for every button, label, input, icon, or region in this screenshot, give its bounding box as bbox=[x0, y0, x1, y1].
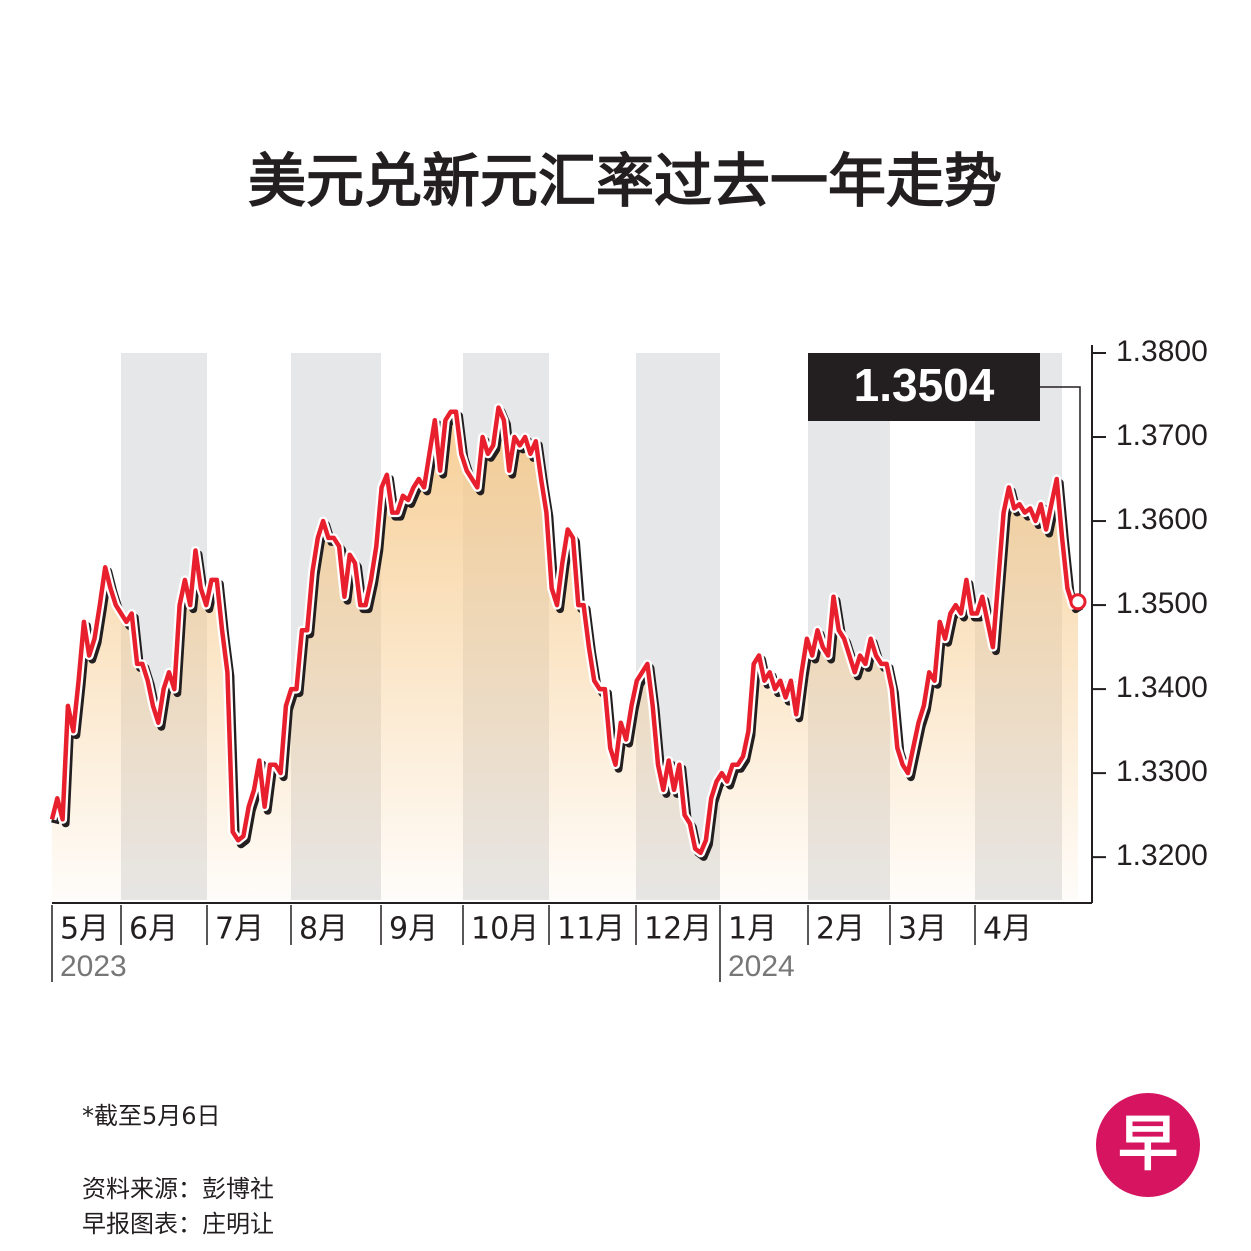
note: *截至5月6日 bbox=[82, 1102, 221, 1130]
x-tick-label: 7月 bbox=[215, 912, 264, 947]
area bbox=[52, 407, 1078, 900]
x-tick-label: 8月 bbox=[299, 912, 348, 947]
line bbox=[49, 405, 1080, 856]
y-tick-label: 1.3700 bbox=[1116, 419, 1208, 452]
x-tick-label: 12月 bbox=[644, 912, 712, 947]
logo: 早 bbox=[1118, 1110, 1178, 1180]
note: 资料来源：彭博社 bbox=[82, 1175, 274, 1203]
x-tick-label: 4月 bbox=[983, 912, 1032, 947]
x-tick-label: 11月 bbox=[557, 912, 625, 947]
annotation-label: 1.3504 bbox=[854, 359, 995, 411]
y-tick-label: 1.3600 bbox=[1116, 503, 1208, 536]
chart-title: 美元兑新元汇率过去一年走势 bbox=[248, 147, 1002, 215]
y-tick-label: 1.3800 bbox=[1116, 335, 1208, 368]
x-tick-label: 3月 bbox=[898, 912, 947, 947]
note: 早报图表：庄明让 bbox=[82, 1210, 274, 1238]
x-tick-label: 6月 bbox=[129, 912, 178, 947]
y-tick-label: 1.3500 bbox=[1116, 587, 1208, 620]
last-point bbox=[1069, 593, 1087, 611]
leader-line bbox=[1040, 386, 1081, 594]
year-label: 2023 bbox=[60, 950, 127, 983]
x-tick-label: 5月 bbox=[60, 912, 109, 947]
x-tick-label: 1月 bbox=[728, 912, 777, 947]
x-tick-label: 9月 bbox=[389, 912, 438, 947]
logo-circle bbox=[1096, 1093, 1200, 1197]
x-tick-label: 2月 bbox=[816, 912, 865, 947]
x-tick-label: 10月 bbox=[471, 912, 539, 947]
y-tick-label: 1.3300 bbox=[1116, 755, 1208, 788]
year-label: 2024 bbox=[728, 950, 795, 983]
y-tick-label: 1.3200 bbox=[1116, 839, 1208, 872]
annotation-box bbox=[808, 353, 1040, 421]
y-tick-label: 1.3400 bbox=[1116, 671, 1208, 704]
